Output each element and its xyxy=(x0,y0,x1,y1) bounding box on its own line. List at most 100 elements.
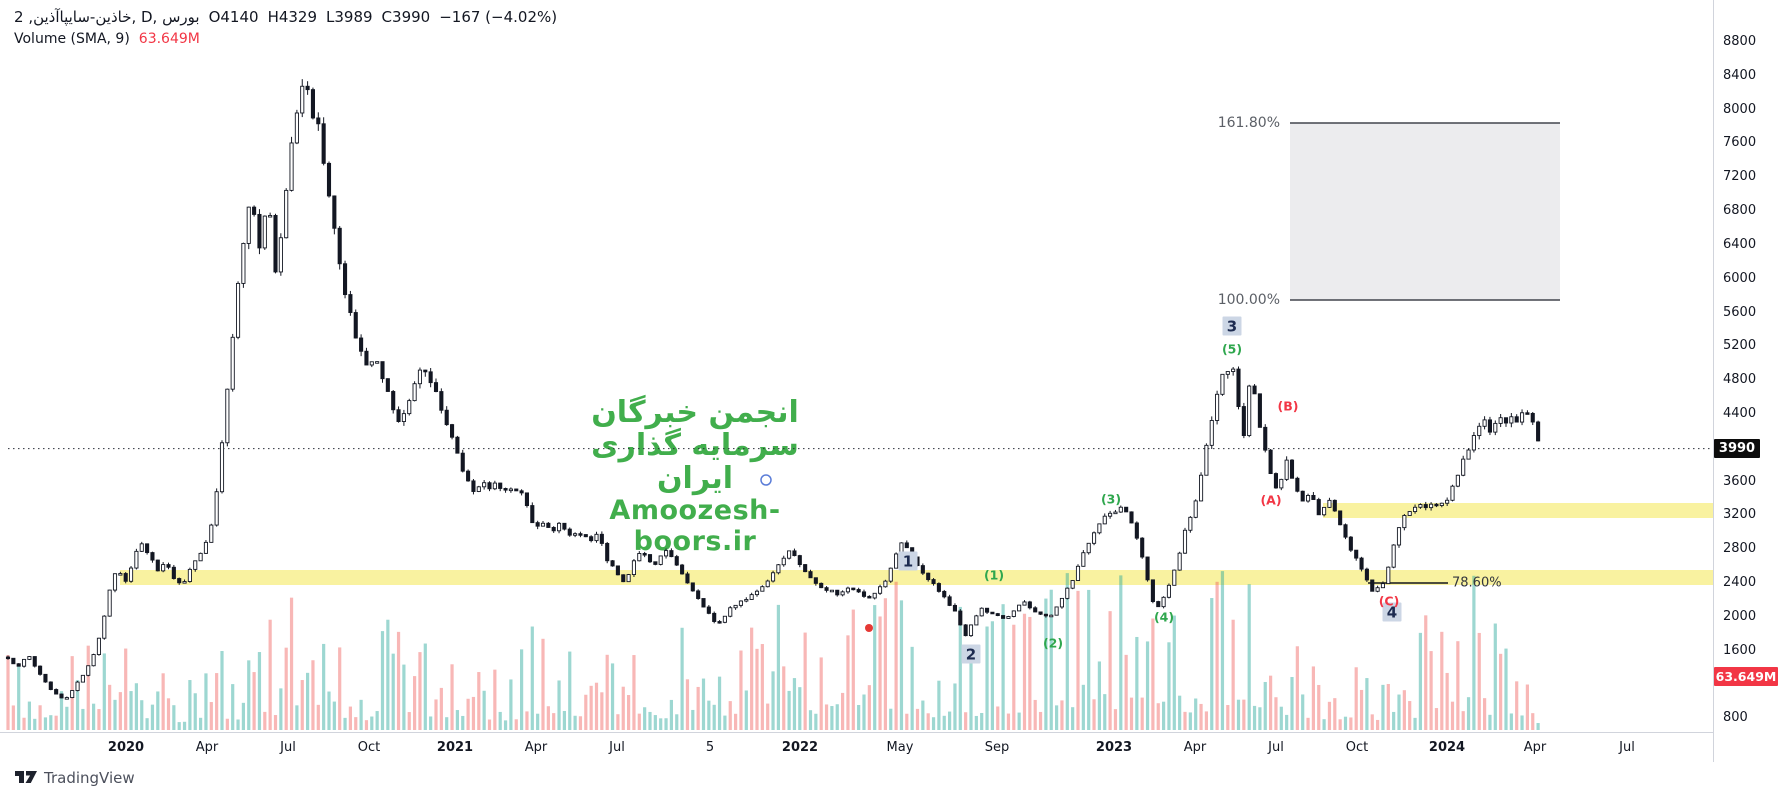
wave-label-(5)[interactable]: (5) xyxy=(1221,341,1243,357)
time-tick-Apr[interactable]: Apr xyxy=(195,740,219,755)
candle-body xyxy=(75,681,80,691)
volume-bar xyxy=(1199,703,1203,730)
volume-bar xyxy=(1113,709,1118,730)
time-tick-2020[interactable]: 2020 xyxy=(107,740,145,755)
time-tick-Apr[interactable]: Apr xyxy=(524,740,548,755)
candle-body xyxy=(861,591,867,597)
fib-label-161[interactable]: 161.80% xyxy=(1217,115,1280,131)
volume-bar xyxy=(1226,705,1230,730)
volume-bar xyxy=(113,699,117,730)
volume-bar xyxy=(552,713,556,730)
indicator-name[interactable]: Volume (SMA, 9) xyxy=(14,31,130,47)
price-chart-canvas[interactable] xyxy=(0,0,1713,762)
wave-label-(3)[interactable]: (3) xyxy=(1100,491,1122,507)
time-scale-separator[interactable] xyxy=(0,732,1713,733)
volume-bar xyxy=(1338,719,1342,730)
volume-bar xyxy=(220,651,224,730)
volume-bar xyxy=(1263,681,1267,730)
volume-bar xyxy=(1145,641,1150,730)
price-tick-5200: 5200 xyxy=(1723,338,1757,354)
candle-body xyxy=(353,312,358,339)
volume-bar xyxy=(455,710,459,730)
time-tick-Oct[interactable]: Oct xyxy=(357,740,381,755)
candle-body xyxy=(1102,515,1107,525)
volume-bar xyxy=(493,669,497,730)
candle-body xyxy=(733,604,738,609)
symbol-row[interactable]: خاذین-سایپاآذین, 2, D, بورس O4140 H4329 … xyxy=(14,8,557,26)
price-axis[interactable]: 8800 8400 8000 7600 7200 6800 6400 6000 5600 5200… xyxy=(1713,0,1790,762)
wave-label-(C)[interactable]: (C) xyxy=(1378,593,1400,609)
candle-body xyxy=(300,85,305,114)
candle-body xyxy=(1396,527,1402,546)
wave-badge-1[interactable]: 1 xyxy=(898,551,918,571)
wave-label-(B)[interactable]: (B) xyxy=(1277,398,1299,414)
tradingview-logo[interactable]: TradingView xyxy=(14,769,135,787)
time-tick-Jul[interactable]: Jul xyxy=(1268,740,1284,755)
volume-bar xyxy=(423,643,427,730)
time-tick-2021[interactable]: 2021 xyxy=(436,740,474,755)
wave-badge-3[interactable]: 3 xyxy=(1222,316,1242,336)
volume-bar xyxy=(482,690,486,730)
candle-body xyxy=(471,480,476,492)
time-tick-Sep[interactable]: Sep xyxy=(984,740,1010,755)
volume-bar xyxy=(241,702,245,730)
price-scale-separator[interactable] xyxy=(1713,0,1714,762)
time-tick-2024[interactable]: 2024 xyxy=(1428,740,1466,755)
volume-bar xyxy=(166,698,171,730)
volume-bar xyxy=(1301,694,1305,730)
volume-bar xyxy=(664,718,668,730)
volume-bar xyxy=(311,660,315,730)
time-tick-May[interactable]: May xyxy=(886,740,914,755)
retracement-786-label[interactable]: 78.60% xyxy=(1452,575,1502,591)
tradingview-brand-text[interactable]: TradingView xyxy=(44,769,135,787)
time-tick-2023[interactable]: 2023 xyxy=(1095,740,1133,755)
time-tick-Jul[interactable]: Jul xyxy=(280,740,296,755)
candle-body xyxy=(166,564,171,568)
candle-body xyxy=(161,564,166,572)
time-tick-Apr[interactable]: Apr xyxy=(1183,740,1207,755)
price-tick-4400: 4400 xyxy=(1723,406,1757,422)
time-tick-Jul[interactable]: Jul xyxy=(1619,740,1635,755)
symbol-title[interactable]: خاذین-سایپاآذین, 2, D, بورس xyxy=(14,8,200,26)
wave-badge-2[interactable]: 2 xyxy=(961,644,981,664)
volume-bar xyxy=(1269,675,1273,730)
candle-body xyxy=(514,488,519,492)
wave-label-(A)[interactable]: (A) xyxy=(1260,492,1282,508)
candle-body xyxy=(797,555,802,566)
time-tick-Oct[interactable]: Oct xyxy=(1345,740,1369,755)
wave-label-(1)[interactable]: (1) xyxy=(983,567,1005,583)
candle-body xyxy=(1188,516,1193,531)
wave-label-(4)[interactable]: (4) xyxy=(1153,609,1175,625)
candle-body xyxy=(1514,416,1519,423)
candle-body xyxy=(776,564,781,574)
candle-body xyxy=(118,573,123,576)
price-change: −167 (−4.02%) xyxy=(439,8,558,26)
time-tick-2022[interactable]: 2022 xyxy=(781,740,819,755)
wave-badge-4[interactable]: 4 xyxy=(1382,602,1402,622)
candle-body xyxy=(177,578,182,584)
volume-bar xyxy=(1466,697,1471,730)
fib-label-100[interactable]: 100.00% xyxy=(1217,292,1280,308)
indicator-row[interactable]: Volume (SMA, 9) 63.649M xyxy=(14,31,557,47)
time-tick-Apr[interactable]: Apr xyxy=(1523,740,1547,755)
time-axis[interactable]: 2020 Apr Jul Oct 2021 Apr Jul 5 2022 May Sep 2023 Ap… xyxy=(0,735,1790,762)
volume-bar xyxy=(1376,719,1380,730)
candle-body xyxy=(1279,478,1284,489)
volume-bar xyxy=(1515,681,1519,730)
volume-bar xyxy=(536,713,540,730)
volume-bar xyxy=(215,673,219,730)
candle-body xyxy=(27,656,32,660)
volume-bar xyxy=(685,679,690,730)
time-tick-Jul[interactable]: Jul xyxy=(609,740,625,755)
time-tick-5[interactable]: 5 xyxy=(705,740,715,755)
volume-bar xyxy=(1285,714,1289,730)
volume-bar xyxy=(150,704,155,730)
wave-label-(2)[interactable]: (2) xyxy=(1042,635,1064,651)
price-tick-1600: 1600 xyxy=(1723,642,1757,658)
price-tick-800: 800 xyxy=(1723,710,1748,726)
candle-body xyxy=(492,482,497,490)
volume-bar xyxy=(43,717,48,730)
volume-bar xyxy=(739,650,743,730)
candle-body xyxy=(1450,485,1455,501)
volume-bar xyxy=(1151,618,1155,730)
